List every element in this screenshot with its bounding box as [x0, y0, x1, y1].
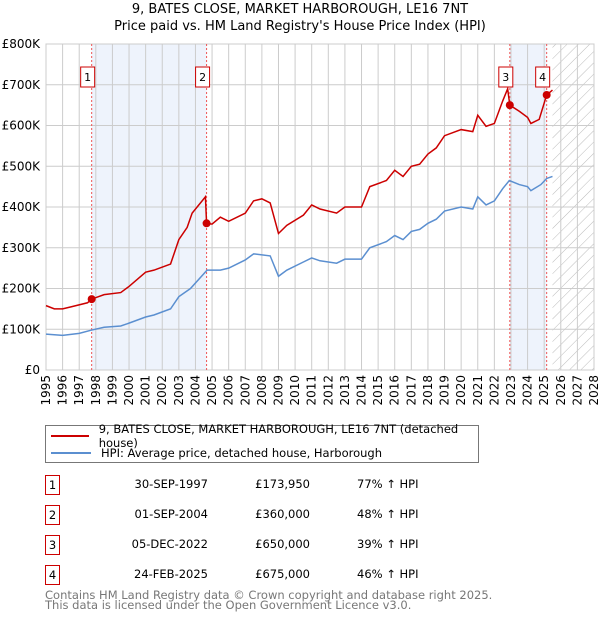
y-tick-label: £700K — [2, 78, 42, 92]
x-tick-label: 1998 — [89, 375, 103, 406]
plot-border — [45, 43, 595, 371]
y-tick-label: £800K — [2, 37, 42, 51]
series-line — [45, 175, 553, 337]
x-tick-label: 2017 — [404, 375, 418, 406]
x-tick-label: 2009 — [271, 375, 285, 406]
footer-line-2: This data is licensed under the Open Gov… — [45, 598, 412, 612]
transaction-price: £173,950 — [255, 477, 310, 491]
chart-subtitle: Price paid vs. HM Land Registry's House … — [114, 19, 486, 34]
x-tick-label: 2021 — [471, 375, 485, 406]
transaction-price: £360,000 — [255, 507, 310, 521]
transaction-date: 05-DEC-2022 — [131, 537, 208, 551]
x-tick-label: 2015 — [371, 375, 385, 406]
x-tick-label: 1995 — [39, 375, 53, 406]
legend-red-line — [51, 435, 89, 437]
x-tick-label: 2016 — [388, 375, 402, 406]
x-tick-label: 1999 — [105, 375, 119, 406]
transaction-number: 3 — [45, 535, 60, 555]
x-tick-label: 2008 — [255, 375, 269, 406]
x-tick-label: 2010 — [288, 375, 302, 406]
x-tick-label: 2005 — [205, 375, 219, 406]
transaction-number: 2 — [45, 505, 60, 525]
footer: Contains HM Land Registry data © Crown c… — [45, 588, 493, 612]
sale-point — [87, 295, 96, 304]
sale-label: 4 — [539, 71, 546, 84]
transaction-row: 4 24-FEB-2025 £675,000 46% ↑ HPI — [45, 565, 505, 585]
x-tick-label: 1996 — [56, 375, 70, 406]
price-chart: 1995 1996 1997 1998 1999 2000 2001 2002 2003 2004… — [2, 37, 600, 406]
sale-point — [505, 101, 514, 110]
transaction-date: 30-SEP-1997 — [134, 477, 208, 491]
y-tick-label: £600K — [2, 119, 42, 133]
chart-title: 9, BATES CLOSE, MARKET HARBOROUGH, LE16 … — [131, 2, 469, 17]
transaction-row: 1 30-SEP-1997 £173,950 77% ↑ HPI — [45, 475, 505, 495]
transaction-hpi: 39% ↑ HPI — [357, 537, 419, 551]
x-tick-label: 2020 — [454, 375, 468, 406]
transaction-hpi: 77% ↑ HPI — [357, 477, 419, 491]
transaction-hpi: 46% ↑ HPI — [357, 567, 419, 581]
x-tick-label: 1997 — [72, 375, 86, 406]
y-tick-label: £100K — [2, 322, 42, 336]
sale-label: 1 — [84, 71, 91, 84]
x-tick-label: 2004 — [188, 375, 202, 406]
x-tick-label: 2007 — [238, 375, 252, 406]
series-line — [45, 85, 553, 310]
x-tick-label: 2003 — [172, 375, 186, 406]
x-tick-label: 2012 — [321, 375, 335, 406]
transaction-price: £650,000 — [255, 537, 310, 551]
transaction-row: 3 05-DEC-2022 £650,000 39% ↑ HPI — [45, 535, 505, 555]
sale-label-box — [195, 66, 211, 88]
transaction-number: 1 — [45, 475, 60, 495]
x-tick-label: 2027 — [570, 375, 584, 406]
footer-line-1: Contains HM Land Registry data © Crown c… — [45, 588, 493, 602]
sale-label-box — [80, 66, 96, 88]
transaction-number: 4 — [45, 565, 60, 585]
transaction-row: 2 01-SEP-2004 £360,000 48% ↑ HPI — [45, 505, 505, 525]
x-tick-label: 2022 — [487, 375, 501, 406]
sale-point — [202, 219, 211, 228]
sale-label-box — [498, 66, 514, 88]
x-tick-label: 2024 — [521, 375, 535, 406]
sale-label: 3 — [502, 71, 509, 84]
y-tick-label: £200K — [2, 282, 42, 296]
x-tick-label: 2025 — [537, 375, 551, 406]
legend-property: 9, BATES CLOSE, MARKET HARBOROUGH, LE16 … — [98, 422, 459, 450]
y-tick-label: £0 — [25, 363, 40, 377]
transaction-price: £675,000 — [255, 567, 310, 581]
legend-hpi: HPI: Average price, detached house, Harb… — [101, 446, 383, 460]
sale-label: 2 — [199, 71, 206, 84]
y-tick-label: £500K — [2, 159, 42, 173]
x-tick-label: 2026 — [554, 375, 568, 406]
x-tick-label: 2028 — [587, 375, 600, 406]
y-tick-label: £300K — [2, 241, 42, 255]
x-tick-label: 2000 — [122, 375, 136, 406]
x-tick-label: 2001 — [139, 375, 153, 406]
x-tick-label: 2011 — [305, 375, 319, 406]
x-tick-label: 2014 — [355, 375, 369, 406]
x-tick-label: 2006 — [222, 375, 236, 406]
transaction-hpi: 48% ↑ HPI — [357, 507, 419, 521]
transaction-date: 01-SEP-2004 — [134, 507, 208, 521]
transaction-date: 24-FEB-2025 — [134, 567, 208, 581]
x-tick-label: 2013 — [338, 375, 352, 406]
sale-point — [542, 90, 551, 99]
legend-blue-line — [51, 452, 91, 454]
y-tick-label: £400K — [2, 200, 42, 214]
x-tick-label: 2002 — [155, 375, 169, 406]
sale-label-box — [535, 66, 551, 88]
x-tick-label: 2023 — [504, 375, 518, 406]
x-tick-label: 2018 — [421, 375, 435, 406]
legend: 9, BATES CLOSE, MARKET HARBOROUGH, LE16 … — [45, 422, 479, 463]
x-tick-label: 2019 — [438, 375, 452, 406]
